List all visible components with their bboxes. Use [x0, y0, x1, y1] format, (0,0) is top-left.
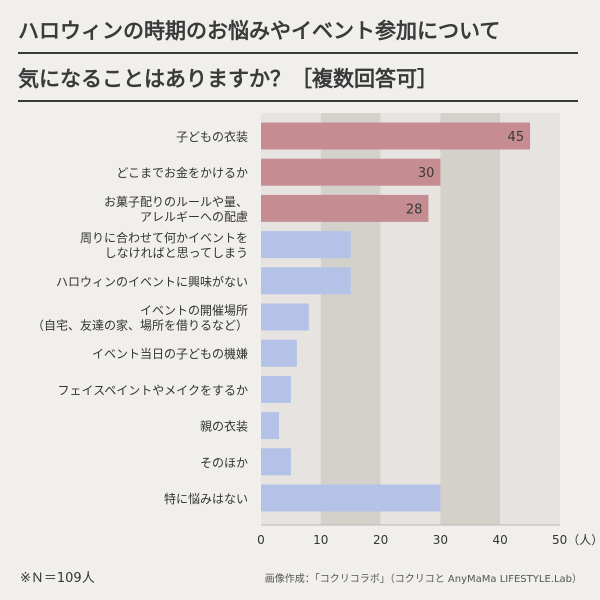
bar — [261, 231, 351, 259]
image-credit: 画像作成：「コクリコラボ」（コクリコと AnyMaMa LIFESTYLE.La… — [264, 574, 582, 585]
category-label: （自宅、友達の家、場所を借りるなど） — [32, 318, 248, 333]
category-label: 特に悩みはない — [164, 491, 248, 506]
category-label: しなければと思ってしまう — [105, 246, 248, 260]
x-tick-label: 40 — [493, 533, 508, 547]
title-line-1: ハロウィンの時期のお悩みやイベント参加について — [18, 14, 578, 54]
grid-band — [440, 113, 501, 525]
category-label: そのほか — [200, 456, 248, 470]
bar — [261, 448, 291, 476]
bar — [261, 122, 531, 150]
data-label: 30 — [418, 166, 435, 181]
x-tick-label: 10 — [313, 533, 328, 547]
category-label: ハロウィンのイベントに興味がない — [56, 274, 248, 289]
data-label: 45 — [508, 130, 525, 145]
x-tick-label: 20 — [373, 533, 388, 547]
chart-title: ハロウィンの時期のお悩みやイベント参加について 気になることはありますか？［複数… — [18, 14, 578, 102]
bar — [261, 303, 309, 331]
bar — [261, 194, 429, 222]
bar — [261, 267, 351, 295]
grid-band — [500, 113, 560, 525]
bar — [261, 339, 297, 367]
bar — [261, 412, 279, 440]
x-tick-label: 50（人） — [552, 533, 600, 547]
bar — [261, 375, 291, 403]
category-label: どこまでお金をかけるか — [116, 165, 248, 180]
category-label: 親の衣装 — [200, 419, 248, 434]
category-label: お菓子配りのルールや量、 — [104, 195, 248, 209]
data-label: 28 — [406, 202, 423, 217]
bar — [261, 158, 441, 186]
category-label: フェイスペイントやメイクをするか — [57, 383, 248, 397]
category-label: 周りに合わせて何かイベントを — [80, 230, 248, 245]
sample-size-note: ※Ｎ＝109人 — [20, 571, 95, 586]
title-line-2: 気になることはありますか？［複数回答可］ — [18, 62, 578, 102]
bar — [261, 484, 441, 512]
category-label: イベント当日の子どもの機嫌 — [92, 346, 248, 361]
category-label: イベントの開催場所 — [140, 304, 248, 318]
category-label: 子どもの衣装 — [176, 129, 248, 144]
category-label: アレルギーへの配慮 — [140, 210, 248, 224]
x-tick-label: 30 — [433, 533, 448, 547]
x-tick-label: 0 — [257, 533, 265, 547]
